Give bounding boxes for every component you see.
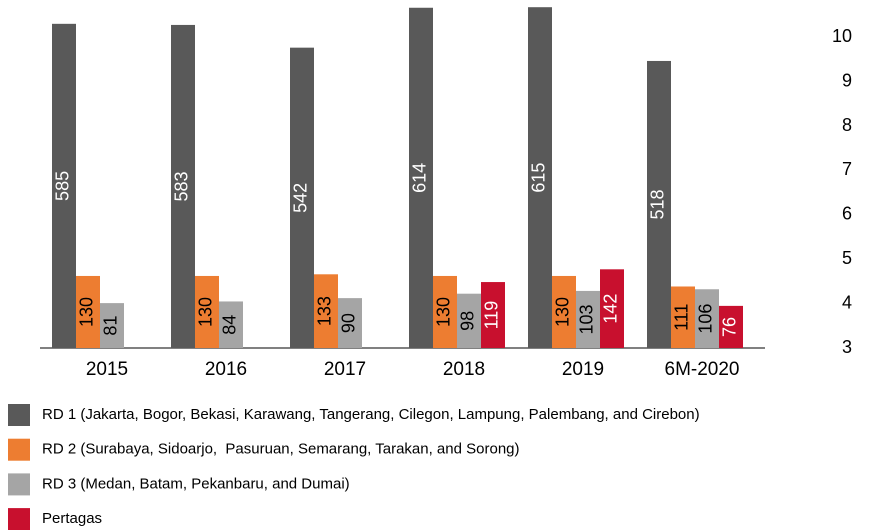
bar xyxy=(171,24,195,348)
bar xyxy=(290,47,314,348)
data-label: 76 xyxy=(720,317,740,337)
y2-tick-label: 4 xyxy=(842,292,852,312)
x-tick-label: 2019 xyxy=(562,359,604,380)
bar xyxy=(409,7,433,348)
data-label: 130 xyxy=(434,297,454,327)
bar xyxy=(719,305,743,348)
data-label: 119 xyxy=(482,301,502,330)
data-label: 111 xyxy=(672,304,692,331)
data-label: 518 xyxy=(648,189,668,219)
data-label: 103 xyxy=(577,304,597,334)
bar xyxy=(100,303,124,348)
bar xyxy=(338,298,362,348)
data-label: 130 xyxy=(553,297,573,327)
bar xyxy=(600,269,624,348)
bar xyxy=(647,60,671,348)
data-label: 106 xyxy=(696,304,716,334)
y2-tick-label: 8 xyxy=(842,115,852,135)
legend-label: RD 2 (Surabaya, Sidoarjo, Pasuruan, Sema… xyxy=(42,441,520,458)
data-label: 130 xyxy=(196,297,216,327)
x-tick-label: 2016 xyxy=(205,359,247,380)
bar xyxy=(695,289,719,348)
x-tick-label: 2015 xyxy=(86,359,128,380)
bar xyxy=(76,275,100,348)
data-label: 583 xyxy=(172,171,192,201)
x-tick-label: 2018 xyxy=(443,359,485,380)
bar xyxy=(576,290,600,348)
bar xyxy=(433,275,457,348)
bar xyxy=(52,23,76,348)
bar xyxy=(528,7,552,348)
data-label: 585 xyxy=(53,171,73,201)
legend-label: RD 1 (Jakarta, Bogor, Bekasi, Karawang, … xyxy=(42,406,700,423)
bar xyxy=(219,301,243,348)
data-label: 615 xyxy=(529,163,549,193)
data-label: 542 xyxy=(291,183,311,213)
x-tick-label: 6M-2020 xyxy=(665,359,740,380)
legend-label: Pertagas xyxy=(42,510,102,527)
legend-swatch xyxy=(8,473,30,496)
y2-tick-label: 7 xyxy=(842,159,852,179)
legend-swatch xyxy=(8,508,30,530)
y2-tick-label: 3 xyxy=(842,337,852,357)
data-label: 614 xyxy=(410,163,430,193)
data-label: 84 xyxy=(220,315,240,335)
bar xyxy=(671,286,695,348)
data-label: 81 xyxy=(101,316,121,336)
bar xyxy=(457,293,481,348)
bar xyxy=(195,275,219,348)
bar xyxy=(481,282,505,348)
y2-tick-label: 5 xyxy=(842,248,852,268)
bar xyxy=(552,275,576,348)
legend-swatch xyxy=(8,438,30,461)
legend-label: RD 3 (Medan, Batam, Pekanbaru, and Dumai… xyxy=(42,475,350,492)
y2-tick-label: 9 xyxy=(842,70,852,90)
legend-swatch xyxy=(8,404,30,426)
y2-tick-label: 10 xyxy=(832,26,852,46)
data-label: 142 xyxy=(601,294,621,324)
x-tick-label: 2017 xyxy=(324,359,366,380)
data-label: 130 xyxy=(77,297,97,327)
data-label: 98 xyxy=(458,311,478,331)
y2-tick-label: 6 xyxy=(842,204,852,224)
data-label: 133 xyxy=(315,296,335,326)
data-label: 90 xyxy=(339,313,359,333)
bar xyxy=(314,274,338,348)
